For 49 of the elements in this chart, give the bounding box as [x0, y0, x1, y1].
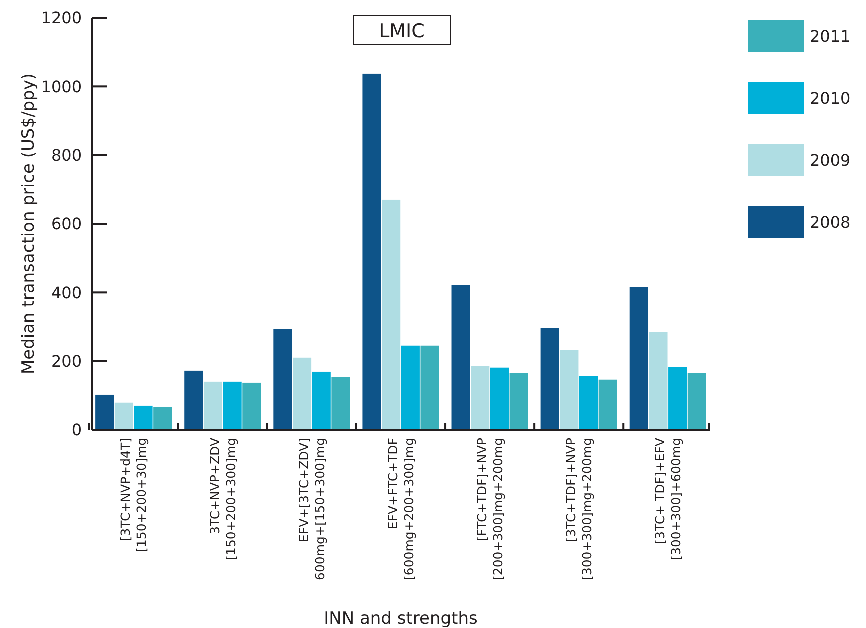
bar [688, 373, 706, 430]
bar [184, 370, 204, 430]
bar [134, 406, 153, 430]
x-tick-label: 3TC+NVP+ZDV [150+200+300]mg [207, 438, 238, 560]
y-tick-label: 0 [72, 420, 82, 440]
bar [630, 287, 648, 430]
y-tick-label: 1000 [41, 77, 82, 96]
bar [114, 402, 134, 430]
legend-label: 2009 [810, 151, 851, 170]
y-axis-title: Median transaction price (US$/ppy) [19, 73, 39, 375]
bar [540, 328, 560, 430]
bar [154, 406, 172, 430]
bar [471, 366, 490, 430]
x-tick-label: [3TC+ TDF]+EFV [300+300]+600mg [652, 438, 684, 560]
bar [579, 376, 598, 430]
x-tick-label: EFV+FTC+TDF [600mg+200+300]mg [385, 438, 416, 580]
bar [242, 382, 262, 430]
bar [401, 346, 420, 430]
bar [293, 358, 312, 430]
chart-title: LMIC [379, 20, 425, 43]
y-tick-label: 800 [51, 146, 82, 165]
x-axis-title: INN and strengths [324, 609, 478, 628]
y-tick-label: 200 [51, 352, 82, 371]
x-tick-label: [3TC+NVP+d4T] [150+200+30]mg [118, 438, 150, 552]
x-tick-label: [FTC+TDF]+NVP [200+300]mg+200mg [474, 438, 506, 580]
y-tick-label: 400 [51, 283, 82, 302]
bar [274, 329, 292, 430]
bar [560, 350, 579, 430]
legend-label: 2011 [810, 27, 851, 46]
y-tick-label: 1200 [41, 8, 82, 28]
bar [332, 377, 350, 430]
bar [312, 372, 331, 430]
bar [382, 200, 401, 430]
x-tick-label: [3TC+TDF]+NVP [300+300]mg+200mg [563, 438, 594, 580]
bar [598, 380, 618, 430]
bar [452, 285, 470, 430]
x-tick-label: EFV+[3TC+ZDV] 600mg+[150+300]mg [296, 438, 328, 580]
bar [668, 367, 688, 430]
legend-label: 2010 [810, 89, 851, 108]
bar [223, 382, 242, 430]
bar [420, 346, 440, 430]
bar [490, 368, 509, 430]
y-tick-label: 600 [51, 214, 82, 234]
bar [96, 394, 114, 430]
bar [204, 382, 223, 430]
bar [510, 373, 528, 430]
bar [362, 74, 382, 430]
bar [649, 332, 668, 430]
legend-label: 2008 [810, 213, 851, 232]
